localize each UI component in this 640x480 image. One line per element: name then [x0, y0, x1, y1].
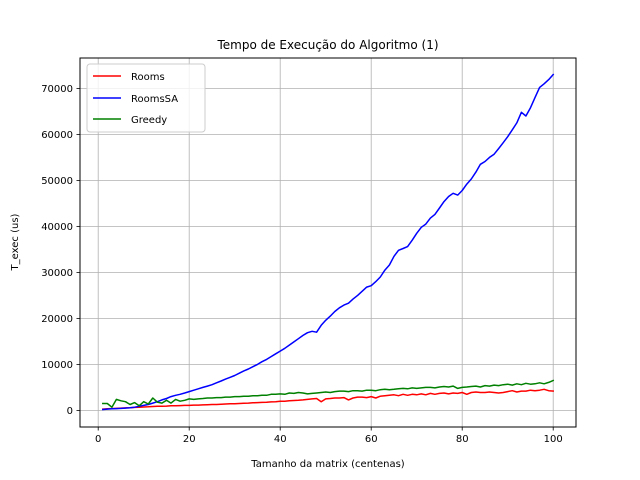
legend-label-roomssa: RoomsSA [131, 94, 178, 105]
x-tick-label: 0 [95, 434, 101, 445]
x-tick-label: 40 [274, 434, 287, 445]
y-tick-label: 50000 [41, 176, 73, 187]
x-tick-label: 80 [456, 434, 469, 445]
y-axis-label: T_exec (us) [10, 213, 21, 271]
y-tick-label: 20000 [41, 314, 73, 325]
grid-lines [80, 58, 576, 427]
legend-label-greedy: Greedy [131, 115, 167, 126]
series-line-roomssa [101, 73, 555, 411]
x-tick-label: 60 [365, 434, 378, 445]
y-tick-label: 0 [67, 406, 73, 417]
y-tick-label: 30000 [41, 268, 73, 279]
chart-title: Tempo de Execução do Algoritmo (1) [216, 38, 438, 52]
x-tick-label: 100 [544, 434, 563, 445]
series-lines [101, 73, 555, 411]
legend-box [86, 63, 206, 133]
y-tick-label: 40000 [41, 222, 73, 233]
series-line-greedy [102, 379, 555, 408]
x-tick-label: 20 [183, 434, 196, 445]
legend-label-rooms: Rooms [131, 72, 165, 83]
x-axis-label: Tamanho da matrix (centenas) [250, 459, 404, 470]
y-tick-label: 60000 [41, 130, 73, 141]
y-tick-label: 10000 [41, 360, 73, 371]
y-axis-ticks: 0 10000 20000 30000 40000 50000 60000 70000 [41, 84, 80, 417]
axes-frame [79, 57, 577, 428]
x-axis-ticks: 0 20 40 60 80 100 [95, 427, 563, 445]
legend: Rooms RoomsSA Greedy [86, 63, 206, 133]
y-tick-label: 70000 [41, 84, 73, 95]
series-line-rooms [102, 388, 555, 410]
